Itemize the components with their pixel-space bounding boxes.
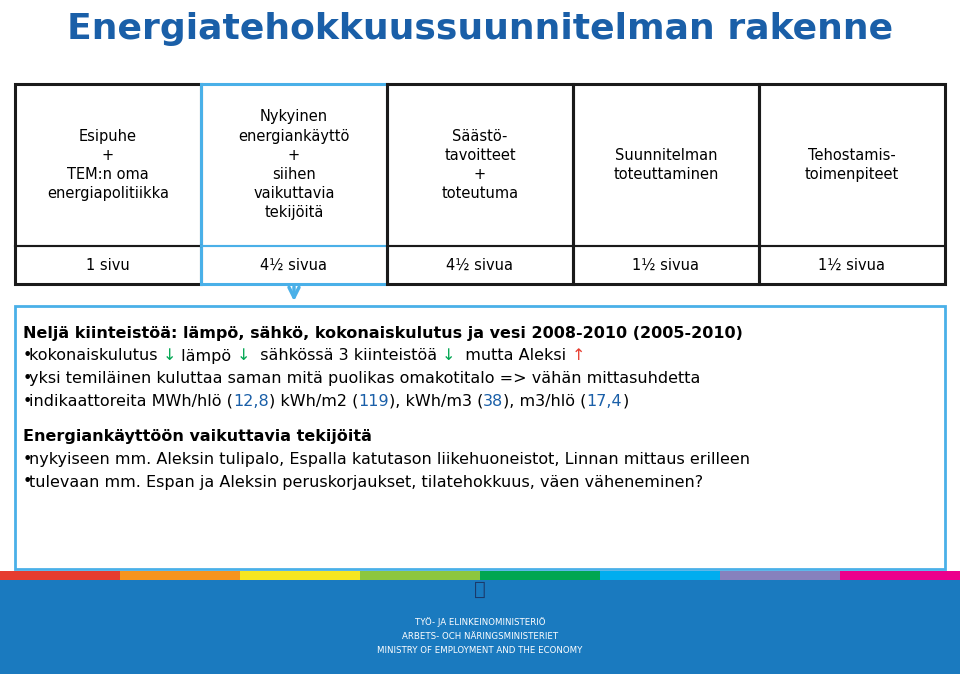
Polygon shape: [360, 571, 480, 580]
Text: 1 sivu: 1 sivu: [86, 257, 130, 272]
Text: 38: 38: [483, 394, 503, 408]
Polygon shape: [15, 306, 945, 569]
Text: ↓: ↓: [236, 348, 250, 363]
Text: Suunnitelman
toteuttaminen: Suunnitelman toteuttaminen: [613, 148, 719, 182]
Text: ↑: ↑: [571, 348, 585, 363]
Text: TYÖ- JA ELINKEINOMINISTERIÖ
ARBETS- OCH NÄRINGSMINISTERIET
MINISTRY OF EMPLOYMEN: TYÖ- JA ELINKEINOMINISTERIÖ ARBETS- OCH …: [377, 617, 583, 655]
Polygon shape: [600, 571, 720, 580]
Text: mutta Aleksi: mutta Aleksi: [455, 348, 571, 363]
Text: kokonaiskulutus: kokonaiskulutus: [29, 348, 162, 363]
Polygon shape: [0, 571, 120, 580]
Text: •: •: [23, 348, 33, 363]
Text: 1½ sivua: 1½ sivua: [819, 257, 885, 272]
Text: 4½ sivua: 4½ sivua: [446, 257, 514, 272]
Text: •: •: [23, 371, 33, 386]
Text: Energiatehokkuussuunnitelman rakenne: Energiatehokkuussuunnitelman rakenne: [67, 12, 893, 46]
Text: Energiankäyttöön vaikuttavia tekijöitä: Energiankäyttöön vaikuttavia tekijöitä: [23, 429, 372, 444]
Text: Nykyinen
energiankäyttö
+
siihen
vaikuttavia
tekijöitä: Nykyinen energiankäyttö + siihen vaikutt…: [238, 109, 349, 220]
Text: yksi temiläinen kuluttaa saman mitä puolikas omakotitalo => vähän mittasuhdetta: yksi temiläinen kuluttaa saman mitä puol…: [29, 371, 701, 386]
Text: 🦁: 🦁: [474, 580, 486, 599]
Text: ): ): [622, 394, 629, 408]
Text: Neljä kiinteistöä: lämpö, sähkö, kokonaiskulutus ja vesi 2008-2010 (2005-2010): Neljä kiinteistöä: lämpö, sähkö, kokonai…: [23, 326, 743, 341]
Polygon shape: [120, 571, 240, 580]
Text: 4½ sivua: 4½ sivua: [260, 257, 327, 272]
Polygon shape: [840, 571, 960, 580]
Text: Tehostamis-
toimenpiteet: Tehostamis- toimenpiteet: [804, 148, 900, 182]
Text: tulevaan mm. Espan ja Aleksin peruskorjaukset, tilatehokkuus, väen väheneminen?: tulevaan mm. Espan ja Aleksin peruskorja…: [29, 474, 703, 489]
Text: ↓: ↓: [442, 348, 455, 363]
Text: nykyiseen mm. Aleksin tulipalo, Espalla katutason liikehuoneistot, Linnan mittau: nykyiseen mm. Aleksin tulipalo, Espalla …: [29, 452, 750, 467]
Text: ), kWh/m3 (: ), kWh/m3 (: [389, 394, 483, 408]
Text: •: •: [23, 394, 33, 408]
Text: ) kWh/m2 (: ) kWh/m2 (: [269, 394, 358, 408]
Text: 12,8: 12,8: [233, 394, 269, 408]
Text: •: •: [23, 474, 33, 489]
Text: ↓: ↓: [162, 348, 176, 363]
Text: 119: 119: [358, 394, 389, 408]
Text: •: •: [23, 452, 33, 467]
Text: 17,4: 17,4: [587, 394, 622, 408]
Text: 1½ sivua: 1½ sivua: [633, 257, 700, 272]
Polygon shape: [240, 571, 360, 580]
Text: Esipuhe
+
TEM:n oma
energiapolitiikka: Esipuhe + TEM:n oma energiapolitiikka: [47, 129, 169, 202]
Polygon shape: [480, 571, 600, 580]
Text: sähkössä 3 kiinteistöä: sähkössä 3 kiinteistöä: [250, 348, 442, 363]
Text: ), m3/hlö (: ), m3/hlö (: [503, 394, 587, 408]
Text: indikaattoreita MWh/hlö (: indikaattoreita MWh/hlö (: [29, 394, 233, 408]
Polygon shape: [0, 571, 960, 674]
Polygon shape: [720, 571, 840, 580]
Text: lämpö: lämpö: [176, 348, 236, 363]
Text: Säästö-
tavoitteet
+
toteutuma: Säästö- tavoitteet + toteutuma: [442, 129, 518, 202]
